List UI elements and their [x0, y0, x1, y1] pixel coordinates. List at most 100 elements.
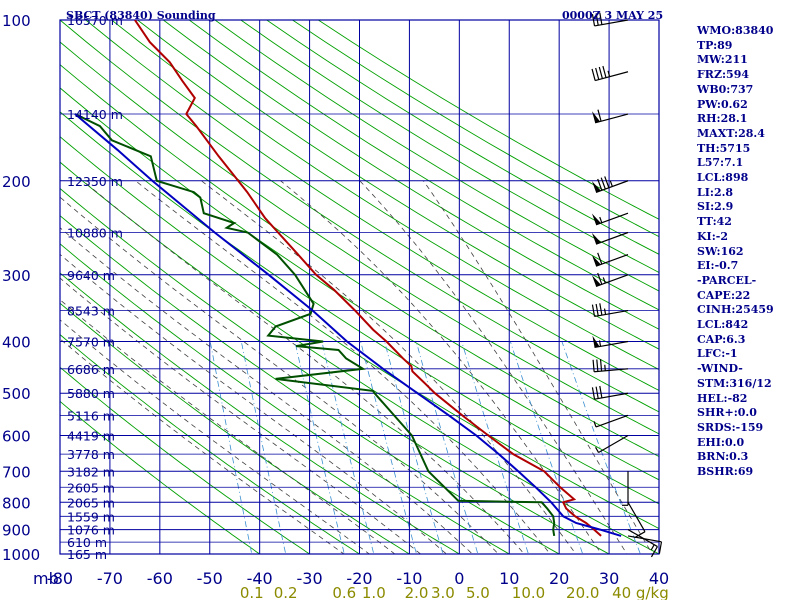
pressure-tick-label: 300: [2, 267, 31, 285]
stat-line: -PARCEL-: [697, 273, 757, 287]
barb-staff: [595, 274, 629, 287]
plot-frame: [59, 19, 660, 555]
mixing-ratio-line: [384, 341, 444, 554]
moist-adiabat-line: [82, 180, 525, 554]
moist-adiabat-line: [60, 338, 345, 554]
barb-staff: [598, 435, 629, 454]
barb-staff: [595, 231, 629, 245]
height-label: 165 m: [67, 547, 107, 562]
mixing-ratio-line: [510, 341, 584, 554]
pressure-tick-label: 400: [2, 334, 31, 352]
wind-barb: [591, 252, 629, 267]
barb-flag: [597, 252, 603, 265]
height-label: 2065 m: [67, 495, 115, 510]
wind-barb: [591, 385, 629, 400]
barb-pennant: [592, 111, 601, 123]
barb-flag: [595, 67, 600, 80]
mixing-ratio-label: 0.1: [240, 584, 264, 600]
temperature-tick-label: 0: [454, 569, 464, 588]
height-label: 610 m: [67, 535, 107, 550]
stat-line: SRDS:-159: [697, 420, 764, 434]
parcel-profile: [74, 113, 622, 537]
wind-barbs: [591, 12, 663, 558]
wind-barb: [592, 359, 629, 373]
moist-adiabat-line: [201, 180, 577, 554]
dry-adiabat-line: [60, 136, 659, 530]
moist-adiabat-line: [60, 196, 499, 554]
moist-adiabat-line: [60, 277, 422, 554]
barb-staff: [595, 212, 629, 226]
barb-flag: [595, 13, 599, 26]
height-label: 9640 m: [67, 268, 115, 283]
mixing-ratio-label: 5.0: [466, 584, 490, 600]
mixing-ratio-line: [240, 341, 287, 554]
temperature-tick-label: -10: [396, 569, 422, 588]
stat-line: WMO:83840: [697, 24, 774, 37]
wind-barb: [591, 303, 629, 318]
pressure-tick-label: 600: [2, 428, 31, 446]
moist-adiabat-line: [280, 180, 602, 554]
height-label: 8543 m: [67, 304, 115, 319]
barb-half-flag: [598, 340, 602, 347]
barb-flag: [599, 303, 603, 316]
moist-adiabat-line: [60, 299, 396, 554]
height-label: 3182 m: [67, 464, 115, 479]
barb-staff: [594, 368, 629, 373]
temperature-tick-label: -20: [346, 569, 372, 588]
sounding-profiles: [74, 20, 622, 537]
pressure-tick-label: 700: [2, 463, 31, 481]
pressure-tick-label: 800: [2, 494, 31, 512]
barb-flag: [658, 541, 663, 554]
height-label: 5880 m: [67, 386, 115, 401]
barb-flag: [591, 387, 596, 400]
height-label: 6686 m: [67, 362, 115, 377]
temperature-tick-label: 10: [499, 569, 519, 588]
barb-flag: [602, 65, 607, 78]
moist-adiabat-line: [423, 180, 653, 554]
barb-flag: [595, 386, 599, 399]
barb-half-flag: [602, 277, 606, 284]
moist-adiabat-line: [135, 180, 551, 554]
barb-flag: [597, 272, 603, 285]
stat-line: KI:-2: [697, 229, 728, 243]
mixing-ratio-label: 10.0: [512, 584, 545, 600]
dry-adiabat-line: [188, 20, 659, 311]
dry-adiabat-line: [60, 20, 659, 413]
barb-staff: [594, 340, 629, 348]
stat-line: HEL:-82: [697, 391, 748, 405]
barb-flag: [598, 66, 603, 79]
stat-line: BSHR:69: [697, 465, 754, 479]
pressure-tick-label: 100: [2, 12, 31, 30]
wind-barb: [591, 272, 629, 287]
height-label: 16570 m: [67, 13, 123, 28]
stat-line: LFC:-1: [697, 347, 738, 361]
wind-barb: [591, 65, 629, 82]
dry-adiabat-line: [60, 366, 311, 554]
dry-adiabat-line: [60, 41, 659, 435]
dry-adiabat-line: [60, 334, 361, 554]
barb-flag: [597, 109, 602, 122]
mixing-ratio-line: [461, 341, 529, 554]
wind-barb: [591, 231, 629, 245]
barb-staff: [627, 501, 646, 532]
barb-pennant: [591, 181, 601, 193]
stat-line: EHI:0.0: [697, 435, 745, 449]
temperature-tick-label: -30: [297, 569, 323, 588]
height-label: 14140 m: [67, 107, 123, 122]
height-label: 4419 m: [67, 429, 115, 444]
stat-line: FRZ:594: [697, 68, 750, 82]
stat-line: SHR+:0.0: [697, 406, 757, 420]
wind-barb: [591, 12, 629, 27]
wind-barb: [627, 535, 663, 554]
barb-half-flag: [593, 421, 597, 428]
valid-time: 0000Z 3 MAY 25: [562, 9, 664, 22]
barb-flag: [600, 177, 606, 190]
pressure-tick-label: 1000: [2, 546, 40, 564]
wind-barb: [622, 471, 629, 506]
temperature-tick-label: -80: [47, 569, 73, 588]
stat-line: RH:28.1: [697, 112, 748, 126]
pressure-tick-label: 200: [2, 173, 31, 191]
temperature-tick-label: -60: [147, 569, 173, 588]
